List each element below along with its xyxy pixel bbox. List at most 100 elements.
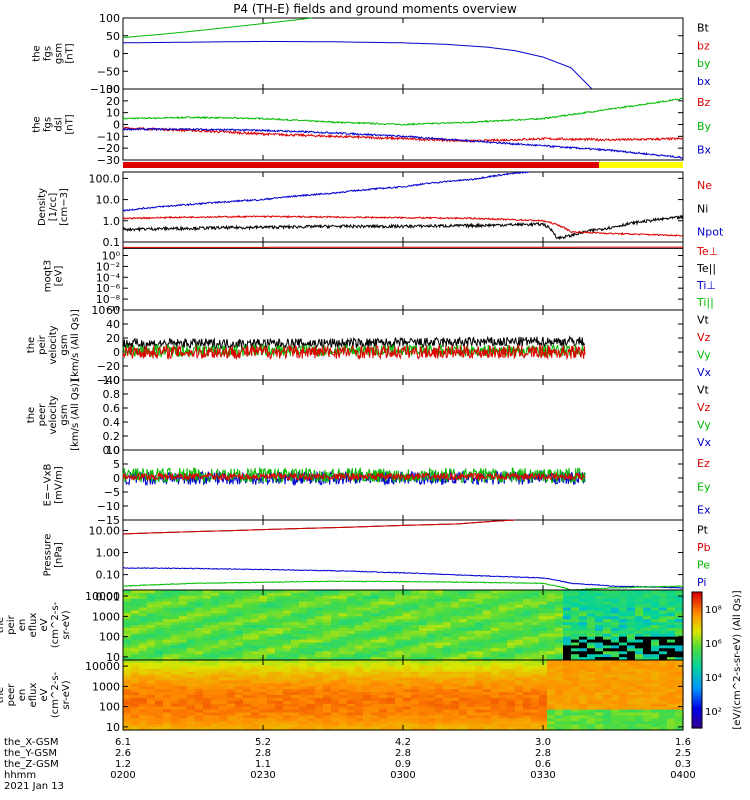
spectrogram-cell: [147, 627, 156, 632]
colorbar-cell: [692, 616, 702, 620]
spectrogram-cell: [307, 630, 316, 635]
spectrogram-cell: [635, 727, 644, 731]
spectrogram-cell: [435, 724, 444, 728]
colorbar-tick-label: 10⁸: [705, 605, 722, 616]
spectrogram-cell: [643, 622, 652, 626]
spectrogram-cell: [515, 683, 524, 687]
spectrogram-cell: [643, 715, 652, 719]
spectrogram-cell: [363, 724, 372, 728]
spectrogram-cell: [515, 601, 524, 606]
spectrogram-cell: [563, 686, 572, 690]
spectrogram-cell: [251, 622, 260, 626]
spectrogram-cell: [211, 697, 220, 702]
spectrogram-cell: [387, 709, 396, 714]
spectrogram-cell: [619, 651, 628, 655]
spectrogram-cell: [419, 651, 428, 655]
spectrogram-cell: [491, 598, 500, 603]
spectrogram-cell: [411, 616, 420, 620]
spectrogram-cell: [659, 665, 668, 670]
spectrogram-cell: [595, 616, 604, 620]
spectrogram-cell: [155, 727, 164, 731]
spectrogram-cell: [611, 607, 620, 611]
x-axis-value: 4.2: [395, 737, 411, 748]
spectrogram-cell: [379, 622, 388, 626]
spectrogram-cell: [187, 633, 196, 638]
spectrogram-cell: [235, 692, 244, 696]
spectrogram-cell: [339, 625, 348, 629]
spectrogram-cell: [587, 648, 596, 652]
spectrogram-cell: [291, 689, 300, 693]
spectrogram-cell: [411, 715, 420, 719]
spectrogram-cell: [531, 712, 540, 716]
spectrogram-cell: [523, 680, 532, 684]
spectrogram-cell: [451, 604, 460, 609]
spectrogram-cell: [195, 665, 204, 670]
spectrogram-cell: [443, 718, 452, 722]
spectrogram-cell: [667, 709, 676, 714]
spectrogram-cell: [651, 660, 660, 664]
spectrogram-cell: [411, 721, 420, 725]
spectrogram-cell: [643, 607, 652, 611]
spectrogram-cell: [595, 610, 604, 614]
spectrogram-cell: [411, 695, 420, 699]
spectrogram-cell: [347, 657, 356, 661]
spectrogram-cell: [419, 727, 428, 731]
y-axis-label-line: en: [17, 689, 28, 702]
spectrogram-cell: [483, 724, 492, 728]
spectrogram-cell: [331, 595, 340, 600]
spectrogram-cell: [563, 633, 572, 638]
spectrogram-cell: [283, 595, 292, 600]
spectrogram-cell: [659, 689, 668, 693]
spectrogram-cell: [523, 712, 532, 716]
spectrogram-cell: [203, 674, 212, 679]
spectrogram-cell: [539, 616, 548, 620]
spectrogram-cell: [155, 712, 164, 716]
spectrogram-cell: [315, 610, 324, 614]
spectrogram-cell: [603, 715, 612, 719]
spectrogram-cell: [203, 622, 212, 626]
spectrogram-cell: [275, 625, 284, 629]
spectrogram-cell: [243, 709, 252, 714]
spectrogram-cell: [555, 625, 564, 629]
spectrogram-cell: [331, 627, 340, 632]
spectrogram-cell: [539, 642, 548, 646]
legend-label: Ex: [697, 504, 711, 517]
spectrogram-cell: [371, 674, 380, 679]
spectrogram-cell: [155, 697, 164, 702]
colorbar-cell: [692, 655, 702, 659]
spectrogram-cell: [155, 627, 164, 632]
spectrogram-cell: [171, 703, 180, 708]
spectrogram-cell: [531, 598, 540, 603]
spectrogram-cell: [651, 706, 660, 711]
spectrogram-cell: [483, 689, 492, 693]
spectrogram-cell: [651, 590, 660, 594]
spectrogram-cell: [411, 604, 420, 609]
spectrogram-cell: [299, 686, 308, 690]
spectrogram-cell: [379, 671, 388, 676]
spectrogram-cell: [627, 712, 636, 716]
spectrogram-cell: [371, 715, 380, 719]
spectrogram-cell: [227, 595, 236, 600]
spectrogram-cell: [499, 677, 508, 681]
spectrogram-cell: [531, 654, 540, 658]
spectrogram-cell: [235, 665, 244, 670]
spectrogram-cell: [139, 686, 148, 690]
spectrogram-cell: [379, 709, 388, 714]
spectrogram-cell: [155, 616, 164, 620]
spectrogram-cell: [323, 683, 332, 687]
spectrogram-cell: [659, 595, 668, 600]
spectrogram-cell: [419, 692, 428, 696]
spectrogram-cell: [219, 592, 228, 597]
spectrogram-cell: [659, 651, 668, 655]
y-tick-label: 0.2: [103, 430, 121, 443]
spectrogram-cell: [283, 607, 292, 611]
spectrogram-cell: [371, 709, 380, 714]
spectrogram-cell: [315, 633, 324, 638]
spectrogram-cell: [179, 727, 188, 731]
spectrogram-cell: [467, 613, 476, 617]
spectrogram-cell: [131, 718, 140, 722]
spectrogram-cell: [195, 604, 204, 609]
spectrogram-cell: [283, 645, 292, 649]
y-axis-label-line: gsm: [59, 334, 70, 355]
spectrogram-cell: [227, 604, 236, 609]
